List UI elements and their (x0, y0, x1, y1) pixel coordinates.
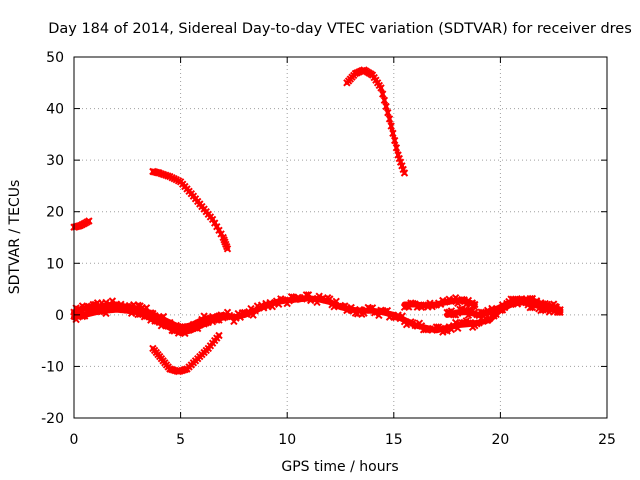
x-tick-label: 0 (70, 432, 79, 448)
data-point (385, 115, 394, 123)
data-point (382, 102, 390, 111)
y-tick-label: -20 (41, 411, 64, 427)
data-point (387, 122, 395, 130)
data-point (378, 90, 387, 98)
y-tick-label: 20 (46, 205, 64, 221)
data-point (223, 245, 232, 253)
data-point (89, 300, 97, 309)
data-point (210, 219, 219, 227)
data-point (390, 136, 399, 145)
data-point (496, 306, 505, 314)
data-point (436, 300, 445, 309)
data-point (215, 331, 223, 340)
y-tick-label: -10 (41, 359, 64, 375)
data-point (380, 96, 389, 105)
x-tick-label: 25 (598, 432, 616, 448)
series-arc-descending-1 (149, 167, 232, 253)
x-tick-label: 5 (176, 432, 185, 448)
data-point (326, 295, 334, 303)
y-tick-label: 0 (55, 308, 64, 324)
plot-frame (73, 56, 608, 419)
data-point (215, 226, 223, 235)
grid (74, 57, 607, 418)
data-point (532, 297, 541, 305)
series-baseline-4 (443, 294, 564, 320)
axis-ticks: 0 5 10 15 20 25 -20 -10 0 10 20 30 40 50 (41, 50, 616, 448)
data-point (247, 304, 255, 313)
y-tick-label: 50 (46, 50, 64, 66)
data-point (398, 312, 407, 320)
data-layer (70, 66, 564, 376)
data-point (249, 311, 257, 319)
data-point (430, 301, 439, 309)
series-arc-early-high (70, 217, 93, 231)
x-tick-label: 20 (491, 432, 509, 448)
data-point (400, 169, 409, 177)
data-point (384, 108, 392, 117)
x-tick-label: 15 (385, 432, 403, 448)
y-tick-label: 40 (46, 102, 64, 118)
data-point (436, 324, 445, 333)
x-tick-label: 10 (278, 432, 296, 448)
data-point (390, 313, 398, 321)
data-point (392, 144, 401, 152)
series-arc-peak (343, 66, 409, 177)
series-baseline-2 (70, 303, 227, 338)
data-point (302, 291, 311, 299)
x-axis-label: GPS time / hours (281, 459, 398, 475)
series-line (150, 169, 230, 251)
data-point (458, 318, 466, 327)
chart-title: Day 184 of 2014, Sidereal Day-to-day VTE… (48, 21, 632, 37)
y-tick-label: 30 (46, 153, 64, 169)
data-point (419, 301, 428, 309)
series-baseline-3 (400, 293, 479, 312)
data-point (447, 325, 456, 334)
y-tick-label: 10 (46, 256, 64, 272)
data-point (144, 312, 153, 320)
data-point (208, 215, 217, 224)
data-point (85, 217, 93, 225)
data-point (556, 305, 564, 314)
data-point (389, 129, 397, 138)
y-axis-label: SDTVAR / TECUs (7, 180, 23, 295)
series-arc-dip (149, 331, 223, 376)
data-point (219, 313, 227, 322)
data-point (528, 294, 537, 303)
data-point (377, 84, 385, 92)
data-point (217, 230, 225, 238)
data-point (97, 307, 106, 316)
data-point (159, 312, 168, 321)
data-point (215, 316, 223, 324)
